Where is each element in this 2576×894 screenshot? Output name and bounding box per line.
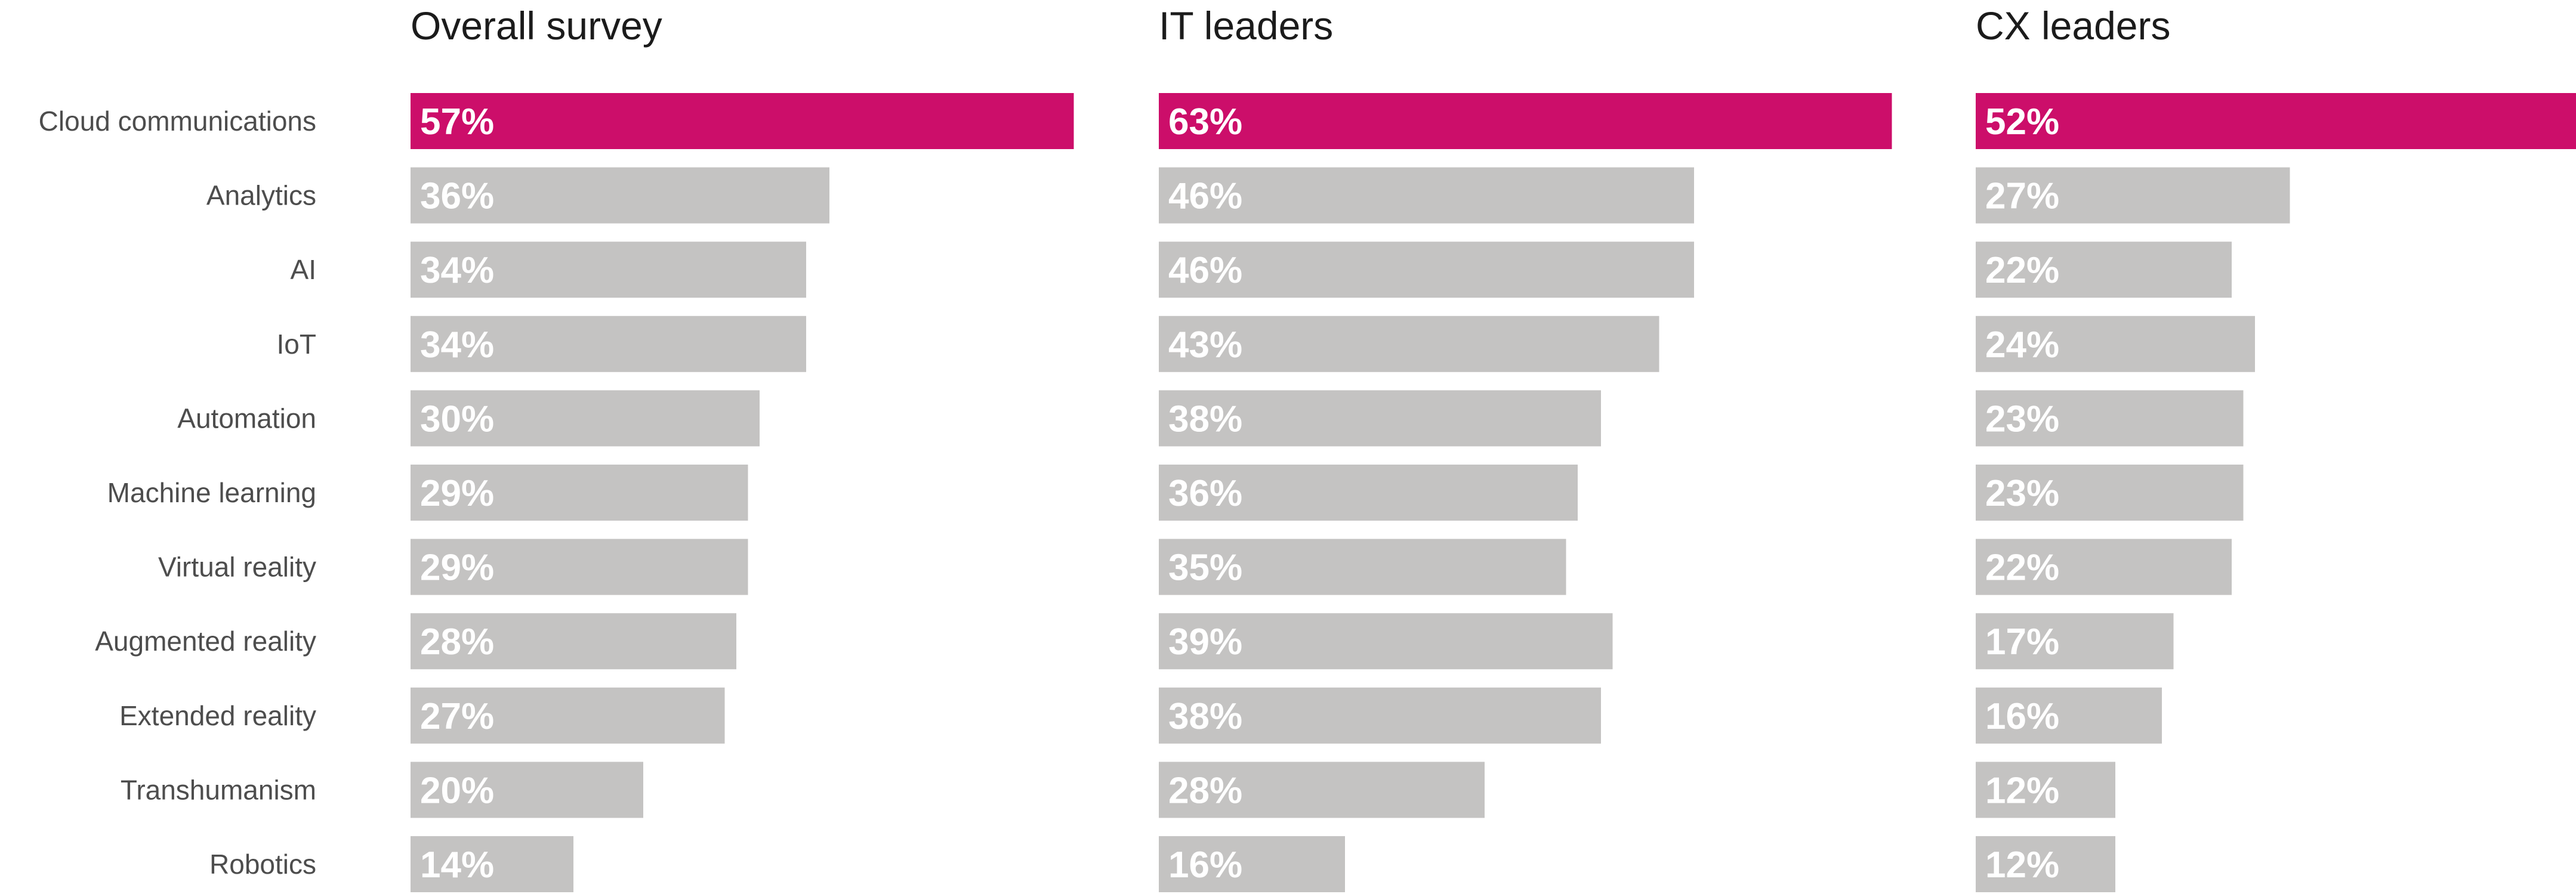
bar-cx-leaders-cloud-communications [1976, 93, 2576, 149]
bar-overall-survey-virtual-reality [411, 539, 748, 595]
bar-it-leaders-ai [1159, 242, 1694, 298]
bar-cx-leaders-analytics [1976, 167, 2290, 224]
bar-cx-leaders-iot [1976, 315, 2255, 372]
bar-overall-survey-machine-learning [411, 465, 748, 521]
value-label-it-leaders-cloud-communications: 63% [1168, 101, 1242, 143]
bar-it-leaders-analytics [1159, 167, 1694, 224]
panel-title-overall-survey: Overall survey [411, 4, 662, 48]
bar-overall-survey-ai [411, 242, 806, 298]
value-label-it-leaders-ai: 46% [1168, 250, 1242, 291]
value-label-it-leaders-analytics: 46% [1168, 176, 1242, 217]
value-label-cx-leaders-transhumanism: 12% [1985, 770, 2059, 811]
panel-overall-survey: Overall survey 57% 36% 34% 34% 30% 29% 29% 28% 2… [411, 4, 1074, 892]
bar-overall-survey-cloud-communications [411, 93, 1074, 149]
category-label-robotics: Robotics [209, 849, 316, 880]
value-label-overall-survey-cloud-communications: 57% [420, 101, 494, 143]
bar-cx-leaders-transhumanism [1976, 762, 2115, 818]
bar-cx-leaders-ai [1976, 242, 2232, 298]
bar-it-leaders-transhumanism [1159, 762, 1485, 818]
value-label-it-leaders-iot: 43% [1168, 324, 1242, 366]
category-label-ai: AI [291, 254, 316, 285]
bar-overall-survey-extended-reality [411, 687, 725, 744]
category-label-cloud-communications: Cloud communications [39, 106, 316, 137]
value-label-cx-leaders-robotics: 12% [1985, 844, 2059, 886]
value-label-overall-survey-transhumanism: 20% [420, 770, 494, 811]
bar-overall-survey-transhumanism [411, 762, 643, 818]
panel-title-cx-leaders: CX leaders [1976, 4, 2171, 48]
category-label-analytics: Analytics [206, 180, 316, 211]
category-label-automation: Automation [177, 403, 316, 434]
bar-overall-survey-automation [411, 390, 760, 447]
category-label-augmented-reality: Augmented reality [95, 626, 316, 657]
bar-it-leaders-automation [1159, 390, 1601, 447]
bar-overall-survey-analytics [411, 167, 829, 224]
bar-it-leaders-machine-learning [1159, 465, 1578, 521]
category-label-extended-reality: Extended reality [119, 700, 316, 731]
value-label-cx-leaders-virtual-reality: 22% [1985, 547, 2059, 589]
bar-cx-leaders-extended-reality [1976, 687, 2162, 744]
bar-it-leaders-extended-reality [1159, 687, 1601, 744]
category-label-virtual-reality: Virtual reality [158, 552, 316, 583]
panel-cx-leaders: CX leaders 52% 27% 22% 24% 23% 23% 22% 17% 16% 12… [1976, 4, 2576, 892]
value-label-cx-leaders-augmented-reality: 17% [1985, 621, 2059, 663]
value-label-overall-survey-analytics: 36% [420, 176, 494, 217]
bar-it-leaders-augmented-reality [1159, 613, 1613, 670]
panel-it-leaders: IT leaders 63% 46% 46% 43% 38% 36% 35% 39% 38% 28… [1159, 4, 1892, 892]
value-label-cx-leaders-analytics: 27% [1985, 176, 2059, 217]
value-label-cx-leaders-cloud-communications: 52% [1985, 101, 2059, 143]
value-label-it-leaders-transhumanism: 28% [1168, 770, 1242, 811]
value-label-overall-survey-iot: 34% [420, 324, 494, 366]
value-label-overall-survey-extended-reality: 27% [420, 696, 494, 737]
value-label-overall-survey-machine-learning: 29% [420, 473, 494, 514]
bar-it-leaders-robotics [1159, 836, 1345, 892]
value-label-overall-survey-virtual-reality: 29% [420, 547, 494, 589]
bar-cx-leaders-virtual-reality [1976, 539, 2232, 595]
category-label-iot: IoT [277, 329, 316, 360]
value-label-it-leaders-robotics: 16% [1168, 844, 1242, 886]
bar-overall-survey-augmented-reality [411, 613, 736, 670]
value-label-it-leaders-machine-learning: 36% [1168, 473, 1242, 514]
bar-overall-survey-robotics [411, 836, 573, 892]
value-label-overall-survey-ai: 34% [420, 250, 494, 291]
bar-cx-leaders-automation [1976, 390, 2244, 447]
category-label-machine-learning: Machine learning [107, 477, 316, 508]
bar-it-leaders-iot [1159, 315, 1659, 372]
value-label-it-leaders-augmented-reality: 39% [1168, 621, 1242, 663]
panel-title-it-leaders: IT leaders [1159, 4, 1333, 48]
bar-it-leaders-virtual-reality [1159, 539, 1566, 595]
bar-cx-leaders-machine-learning [1976, 465, 2244, 521]
value-label-cx-leaders-automation: 23% [1985, 398, 2059, 440]
value-label-overall-survey-robotics: 14% [420, 844, 494, 886]
category-label-transhumanism: Transhumanism [121, 774, 316, 805]
value-label-it-leaders-automation: 38% [1168, 398, 1242, 440]
value-label-cx-leaders-iot: 24% [1985, 324, 2059, 366]
bar-overall-survey-iot [411, 315, 806, 372]
value-label-it-leaders-virtual-reality: 35% [1168, 547, 1242, 589]
bar-it-leaders-cloud-communications [1159, 93, 1892, 149]
value-label-cx-leaders-extended-reality: 16% [1985, 696, 2059, 737]
bar-cx-leaders-augmented-reality [1976, 613, 2174, 670]
category-labels: Cloud communications Analytics AI IoT Automa… [39, 106, 316, 880]
value-label-cx-leaders-machine-learning: 23% [1985, 473, 2059, 514]
value-label-overall-survey-augmented-reality: 28% [420, 621, 494, 663]
value-label-cx-leaders-ai: 22% [1985, 250, 2059, 291]
value-label-overall-survey-automation: 30% [420, 398, 494, 440]
bar-cx-leaders-robotics [1976, 836, 2115, 892]
value-label-it-leaders-extended-reality: 38% [1168, 696, 1242, 737]
